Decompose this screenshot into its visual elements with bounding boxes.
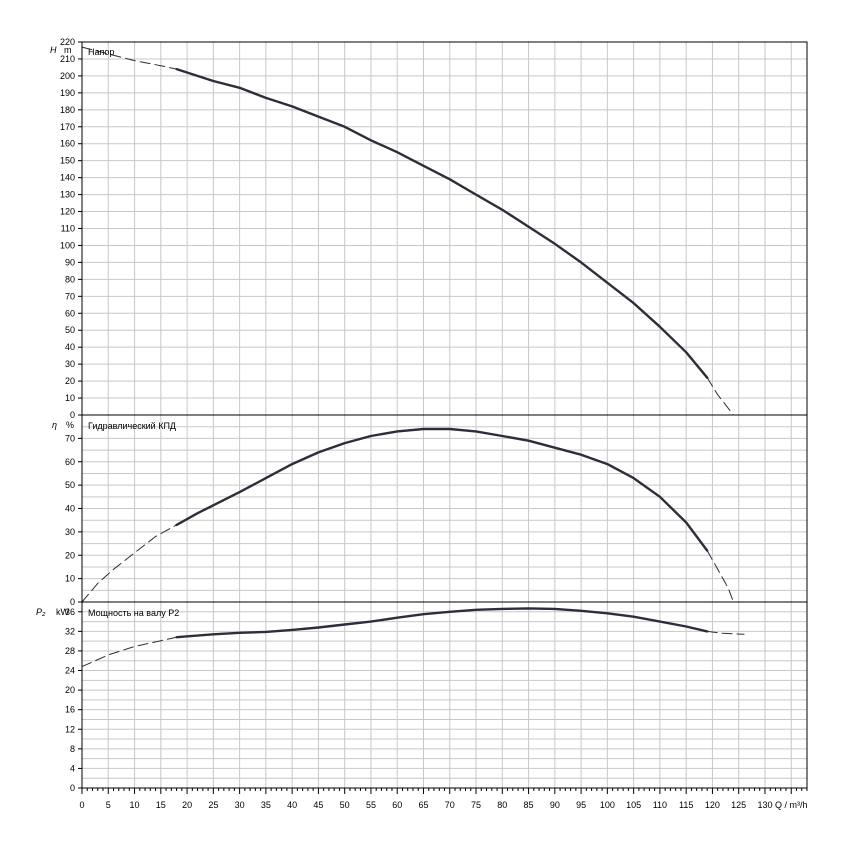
efficiency-curve-dashed bbox=[81, 524, 178, 603]
head-curve-dashed bbox=[81, 46, 178, 70]
x-tick-label: 25 bbox=[208, 800, 218, 810]
y-tick-label: 170 bbox=[60, 122, 75, 132]
x-tick-label: 5 bbox=[106, 800, 111, 810]
y-tick-label: 28 bbox=[65, 646, 75, 656]
y-tick-label: 190 bbox=[60, 88, 75, 98]
y-tick-label: 40 bbox=[65, 342, 75, 352]
efficiency-ylabel-unit: % bbox=[66, 420, 74, 430]
y-tick-label: 140 bbox=[60, 173, 75, 183]
y-tick-label: 160 bbox=[60, 139, 75, 149]
head-curve-dashed bbox=[706, 377, 734, 416]
x-tick-label: 100 bbox=[600, 800, 615, 810]
power-ylabel-unit: kW bbox=[56, 607, 70, 617]
y-tick-label: 0 bbox=[70, 410, 75, 420]
y-tick-label: 40 bbox=[65, 504, 75, 514]
y-tick-label: 90 bbox=[65, 257, 75, 267]
x-tick-label: 95 bbox=[576, 800, 586, 810]
y-tick-label: 30 bbox=[65, 359, 75, 369]
x-tick-label: 40 bbox=[287, 800, 297, 810]
y-tick-label: 4 bbox=[70, 763, 75, 773]
x-tick-label: 125 bbox=[731, 800, 746, 810]
x-tick-label: 55 bbox=[366, 800, 376, 810]
x-tick-label: 75 bbox=[471, 800, 481, 810]
x-tick-label: 60 bbox=[392, 800, 402, 810]
y-tick-label: 110 bbox=[61, 224, 75, 234]
y-tick-label: 180 bbox=[60, 105, 75, 115]
y-tick-label: 60 bbox=[65, 308, 75, 318]
power-ylabel-symbol: P₂ bbox=[36, 607, 46, 617]
y-tick-label: 60 bbox=[65, 457, 75, 467]
x-tick-label: 50 bbox=[340, 800, 350, 810]
efficiency-panel-title: Гидравлический КПД bbox=[88, 421, 176, 431]
y-tick-label: 10 bbox=[65, 574, 75, 584]
x-tick-label: 35 bbox=[261, 800, 271, 810]
efficiency-curve-dashed bbox=[706, 550, 734, 603]
x-tick-label: 65 bbox=[418, 800, 428, 810]
power-panel-title: Мощность на валу P2 bbox=[88, 608, 179, 618]
y-tick-label: 36 bbox=[65, 607, 75, 617]
x-tick-label: 45 bbox=[313, 800, 323, 810]
x-tick-label: 15 bbox=[156, 800, 166, 810]
x-tick-label: 80 bbox=[497, 800, 507, 810]
y-tick-label: 30 bbox=[65, 527, 75, 537]
y-tick-label: 70 bbox=[65, 291, 75, 301]
y-tick-label: 20 bbox=[65, 550, 75, 560]
y-tick-label: 20 bbox=[65, 685, 75, 695]
x-tick-label: 115 bbox=[679, 800, 693, 810]
x-axis-label: Q / m³/h bbox=[775, 800, 808, 810]
y-tick-label: 12 bbox=[65, 724, 75, 734]
x-tick-label: 105 bbox=[626, 800, 641, 810]
x-tick-label: 10 bbox=[130, 800, 140, 810]
y-tick-label: 0 bbox=[70, 597, 75, 607]
head-curve-solid bbox=[175, 67, 709, 379]
y-tick-label: 80 bbox=[65, 274, 75, 284]
power-curve-solid bbox=[175, 607, 709, 639]
head-ylabel-unit: m bbox=[64, 45, 72, 55]
x-tick-label: 130 bbox=[757, 800, 772, 810]
x-tick-label: 0 bbox=[79, 800, 84, 810]
y-tick-label: 70 bbox=[65, 433, 75, 443]
power-curve-dashed bbox=[706, 630, 745, 635]
head-panel-title: Напор bbox=[88, 47, 114, 57]
y-tick-label: 0 bbox=[70, 783, 75, 793]
y-tick-label: 50 bbox=[65, 480, 75, 490]
x-tick-label: 30 bbox=[235, 800, 245, 810]
y-tick-label: 10 bbox=[65, 393, 75, 403]
x-tick-label: 20 bbox=[182, 800, 192, 810]
x-tick-label: 120 bbox=[705, 800, 720, 810]
efficiency-ylabel-symbol: η bbox=[52, 420, 57, 430]
y-tick-label: 32 bbox=[65, 626, 75, 636]
y-tick-label: 150 bbox=[60, 156, 75, 166]
y-tick-label: 120 bbox=[60, 207, 75, 217]
y-tick-label: 100 bbox=[60, 240, 75, 250]
frame-layer bbox=[81, 41, 808, 789]
y-tick-label: 16 bbox=[65, 705, 75, 715]
curves-layer bbox=[81, 46, 745, 668]
y-tick-label: 20 bbox=[65, 376, 75, 386]
x-tick-label: 85 bbox=[524, 800, 534, 810]
y-tick-label: 130 bbox=[60, 190, 75, 200]
x-tick-label: 90 bbox=[550, 800, 560, 810]
y-tick-label: 200 bbox=[60, 71, 75, 81]
y-tick-label: 210 bbox=[60, 54, 75, 64]
labels-layer: Напор Гидравлический КПД Мощность на вал… bbox=[36, 45, 808, 810]
power-curve-dashed bbox=[81, 636, 178, 668]
y-tick-label: 50 bbox=[65, 325, 75, 335]
y-tick-label: 24 bbox=[65, 666, 75, 676]
efficiency-curve-solid bbox=[175, 427, 709, 552]
ticks-layer: 0102030405060708090100110120130140150160… bbox=[60, 37, 808, 810]
y-tick-label: 8 bbox=[70, 744, 75, 754]
y-tick-label: 220 bbox=[60, 37, 75, 47]
x-tick-label: 110 bbox=[653, 800, 667, 810]
head-ylabel-symbol: H bbox=[50, 45, 57, 55]
x-tick-label: 70 bbox=[445, 800, 455, 810]
